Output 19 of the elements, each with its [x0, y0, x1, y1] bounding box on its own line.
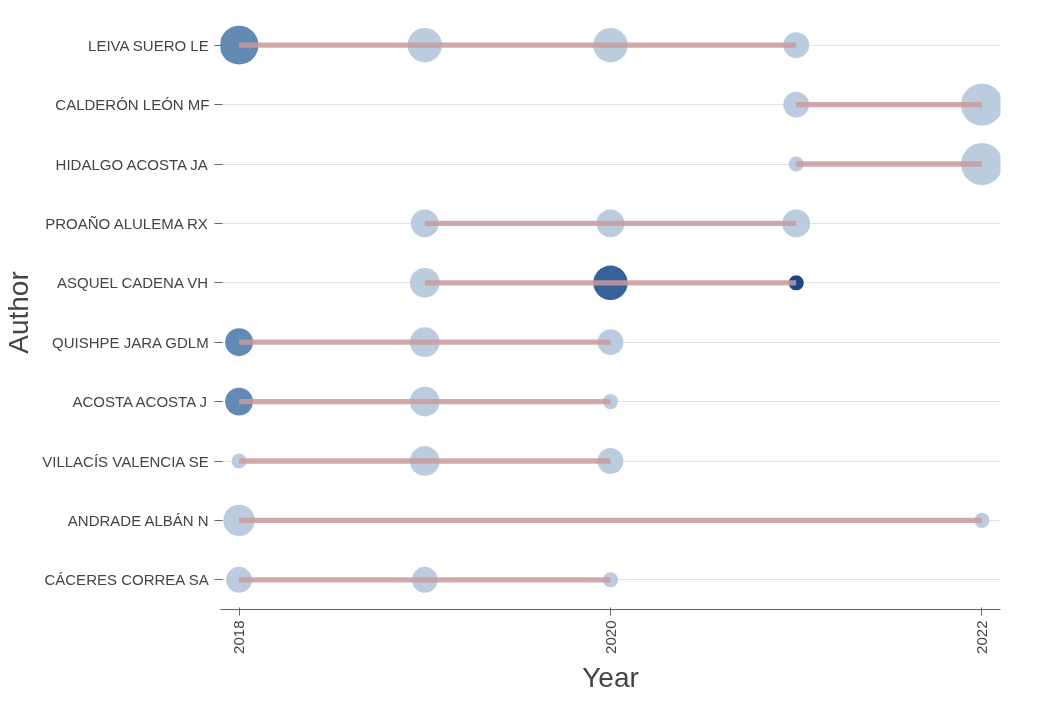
- y-tick-label: PROAÑO ALULEMA RX: [45, 214, 208, 232]
- bar: [424, 220, 797, 227]
- x-tick-label: 2020: [601, 620, 619, 654]
- y-tick-label: ASQUEL CADENA VH: [56, 274, 209, 292]
- y-tick-label: HIDALGO ACOSTA JA: [55, 155, 208, 173]
- bar: [239, 42, 797, 48]
- x-axis-title: Year: [582, 661, 639, 693]
- y-tick-label: LEIVA SUERO LE: [88, 36, 209, 54]
- y-tick-label: ANDRADE ALBÁN N: [67, 511, 209, 529]
- x-tick-label: 2018: [230, 620, 248, 654]
- y-tick-label: CÁCERES CORREA SA: [44, 571, 209, 589]
- y-axis-title: Author: [3, 271, 35, 354]
- y-tick-label: CALDERÓN LEÓN MF: [55, 96, 210, 114]
- y-tick-label: ACOSTA ACOSTA J: [72, 393, 208, 411]
- bar: [796, 101, 982, 108]
- y-tick-label: VILLACÍS VALENCIA SE: [42, 452, 209, 470]
- y-tick-label: QUISHPE JARA GDLM: [51, 333, 209, 351]
- bar: [239, 339, 611, 345]
- x-tick-label: 2022: [972, 620, 990, 654]
